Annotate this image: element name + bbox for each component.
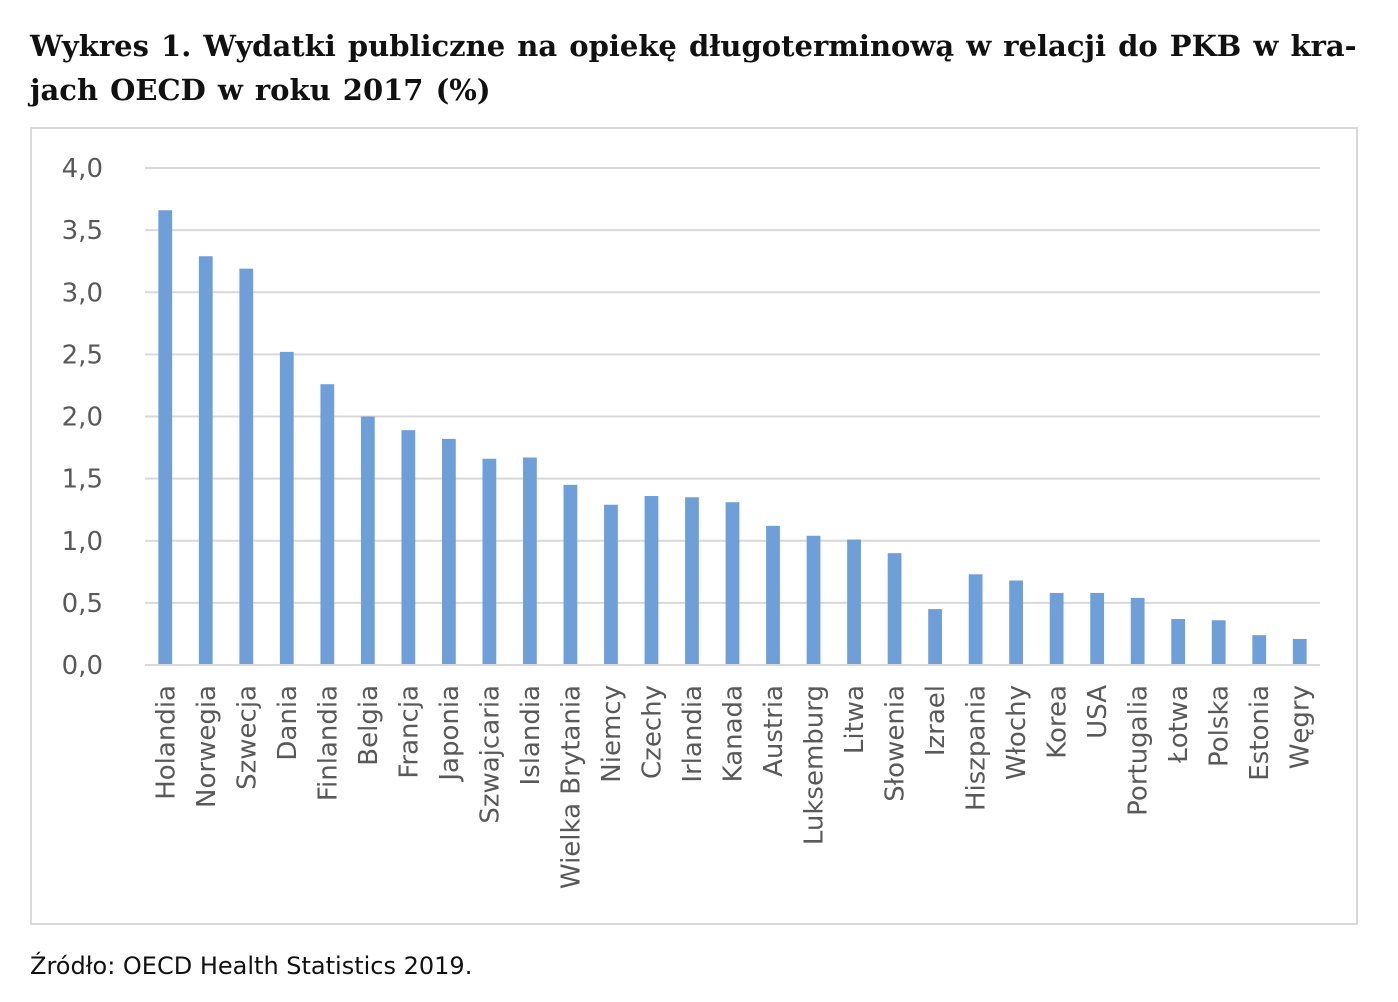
- bar-norwegia: [198, 256, 213, 665]
- bar-irlandia: [685, 497, 699, 665]
- bar-litwa: [847, 539, 861, 665]
- y-tick-label: 2,5: [62, 340, 103, 370]
- y-tick-label: 1,0: [62, 527, 103, 557]
- bar-dania: [279, 351, 294, 665]
- bar-węgry: [1292, 638, 1307, 665]
- x-category-label: Francja: [394, 685, 424, 779]
- bar-czechy: [644, 496, 659, 665]
- x-category-label: Portugalia: [1124, 685, 1154, 816]
- bar-luksemburg: [806, 535, 821, 665]
- y-tick-label: 1,5: [62, 465, 103, 495]
- bar-wielka-brytania: [563, 484, 578, 665]
- x-category-label: Luksemburg: [800, 685, 830, 845]
- x-category-label: Islandia: [516, 685, 546, 786]
- x-category-label: Słowenia: [881, 685, 911, 802]
- x-category-label: Wielka Brytania: [556, 685, 586, 889]
- bar-estonia: [1252, 635, 1267, 665]
- bar-polska: [1211, 620, 1226, 665]
- bars: [158, 210, 1307, 665]
- x-category-label: Czechy: [637, 685, 667, 779]
- x-category-label: Włochy: [1002, 685, 1032, 780]
- y-tick-label: 0,5: [62, 589, 103, 619]
- bar-islandia: [523, 457, 537, 665]
- x-category-label: USA: [1083, 685, 1113, 739]
- y-tick-label: 3,0: [62, 278, 103, 308]
- x-category-label: Norwegia: [192, 685, 222, 808]
- bar-łotwa: [1171, 619, 1186, 665]
- x-category-label: Kanada: [719, 685, 749, 782]
- x-category-label: Holandia: [151, 685, 181, 800]
- gridlines: [145, 167, 1320, 604]
- bar-korea: [1049, 592, 1064, 665]
- bar-szwecja: [239, 268, 254, 665]
- bar-słowenia: [887, 553, 902, 665]
- x-category-label: Łotwa: [1164, 685, 1194, 764]
- x-category-label: Szwajcaria: [475, 685, 505, 824]
- x-category-label: Belgia: [354, 685, 384, 766]
- bar-szwajcaria: [482, 458, 497, 665]
- x-category-label: Izrael: [921, 685, 951, 756]
- bar-portugalia: [1130, 597, 1145, 665]
- bar-włochy: [1009, 580, 1024, 665]
- x-category-label: Hiszpania: [962, 685, 992, 811]
- x-category-label: Finlandia: [313, 685, 343, 801]
- y-tick-label: 0,0: [62, 651, 103, 681]
- bar-chart: 0,0 0,5 1,0 1,5 2,0 2,5 3,0 3,5 4,0 Holandia Norw…: [62, 154, 1320, 889]
- x-category-label: Irlandia: [678, 685, 708, 783]
- bar-niemcy: [604, 504, 618, 665]
- source-note: Źródło: OECD Health Statistics 2019.: [30, 952, 473, 980]
- y-tick-label: 2,0: [62, 403, 103, 433]
- bar-usa: [1090, 592, 1105, 665]
- x-category-labels: Holandia Norwegia Szwecja Dania Finlandia Bel…: [151, 685, 1315, 889]
- chart-frame: 0,0 0,5 1,0 1,5 2,0 2,5 3,0 3,5 4,0 Holandia Norw…: [30, 127, 1358, 925]
- bar-japonia: [441, 438, 456, 665]
- bar-izrael: [928, 609, 942, 665]
- x-category-label: Litwa: [840, 685, 870, 754]
- x-category-label: Niemcy: [597, 685, 627, 783]
- bar-austria: [766, 525, 780, 665]
- x-category-label: Szwecja: [232, 685, 262, 790]
- x-category-label: Estonia: [1245, 685, 1275, 781]
- bar-francja: [401, 430, 416, 665]
- y-tick-label: 3,5: [62, 216, 103, 246]
- x-category-label: Korea: [1043, 685, 1073, 759]
- bar-belgia: [360, 416, 375, 665]
- y-tick-label: 4,0: [62, 154, 103, 184]
- bar-holandia: [158, 210, 173, 665]
- bar-hiszpania: [968, 574, 983, 665]
- x-category-label: Japonia: [435, 685, 465, 783]
- x-category-label: Dania: [273, 685, 303, 761]
- x-category-label: Węgry: [1286, 685, 1316, 769]
- x-category-label: Polska: [1205, 685, 1235, 767]
- bar-kanada: [725, 502, 740, 665]
- chart-title: Wykres 1. Wydatki publiczne na opiekę dł…: [30, 29, 1357, 107]
- bar-finlandia: [320, 384, 335, 665]
- x-category-label: Austria: [759, 685, 789, 777]
- y-tick-labels: 0,0 0,5 1,0 1,5 2,0 2,5 3,0 3,5 4,0: [62, 154, 103, 681]
